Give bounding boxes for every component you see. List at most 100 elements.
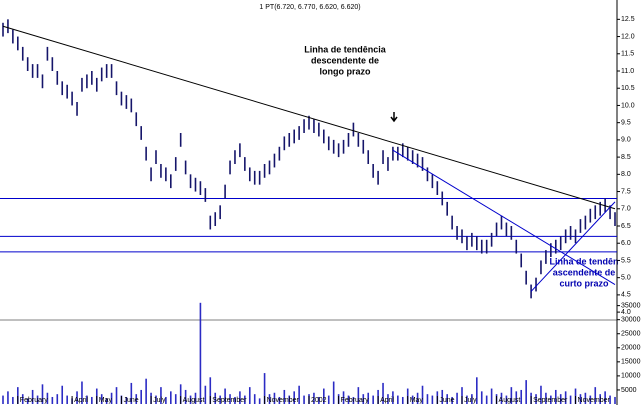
volume-tick-label: 5000 xyxy=(621,387,637,394)
volume-bar xyxy=(194,392,197,404)
volume-bar xyxy=(130,382,133,404)
volume-bar xyxy=(145,378,147,404)
volume-bar xyxy=(515,391,518,404)
volume-tick-label: 30000 xyxy=(621,317,641,324)
y-tick-label: 8.0 xyxy=(621,171,631,178)
volume-bar xyxy=(446,394,448,404)
x-tick-label: September xyxy=(533,397,568,404)
volume-bar xyxy=(293,391,295,404)
volume-bar xyxy=(500,392,503,404)
x-tick-label: June xyxy=(439,397,454,404)
volume-bar xyxy=(86,395,88,404)
volume-bar xyxy=(209,377,212,404)
volume-bar xyxy=(140,389,142,404)
volume-bar xyxy=(313,392,315,404)
volume-bar xyxy=(367,392,370,404)
volume-tick-label: 35000 xyxy=(621,302,641,309)
volume-bar xyxy=(263,373,266,404)
y-tick-label: 5.0 xyxy=(621,275,631,282)
volume-bar xyxy=(229,394,231,404)
volume-tick-label: 10000 xyxy=(621,373,641,380)
volume-bar xyxy=(17,387,19,404)
volume-bar xyxy=(135,394,138,404)
volume-bar xyxy=(283,389,286,404)
volume-bar xyxy=(7,391,9,404)
y-tick-label: 12.0 xyxy=(621,33,635,40)
volume-bar xyxy=(160,387,162,404)
y-tick-label: 10.0 xyxy=(621,102,635,109)
volume-tick-label: 25000 xyxy=(621,331,641,338)
volume-bar xyxy=(219,395,221,404)
y-tick-label: 9.5 xyxy=(621,120,631,127)
volume-bar xyxy=(604,391,606,404)
y-tick-label: 6.0 xyxy=(621,240,631,247)
volume-bar xyxy=(451,396,453,404)
volume-bar xyxy=(510,387,513,404)
volume-bar xyxy=(441,389,444,404)
volume-bar xyxy=(303,395,305,404)
volume-bar xyxy=(461,387,463,404)
annotation: longo prazo xyxy=(320,66,371,76)
volume-bar xyxy=(278,396,281,404)
volume-bar xyxy=(258,398,261,404)
volume-bar xyxy=(421,385,424,404)
y-tick-label: 6.5 xyxy=(621,223,631,230)
x-tick-label: 2002 xyxy=(311,397,327,404)
x-tick-label: July xyxy=(464,397,477,404)
volume-bar xyxy=(554,389,557,404)
volume-bar xyxy=(387,394,389,404)
x-tick-label: August xyxy=(499,397,521,404)
volume-bar xyxy=(545,392,547,404)
volume-bar xyxy=(505,395,508,404)
volume-bar xyxy=(288,395,291,404)
volume-bar xyxy=(550,395,552,404)
volume-bar xyxy=(599,394,601,404)
x-tick-label: June xyxy=(123,397,138,404)
volume-tick-label: 20000 xyxy=(621,345,641,352)
trend-line xyxy=(392,149,616,285)
volume-bar xyxy=(179,384,182,404)
volume-bar xyxy=(81,381,83,404)
volume-bar xyxy=(298,385,300,404)
volume-bar xyxy=(56,394,59,404)
x-tick-label: May xyxy=(99,397,113,404)
volume-tick-label: 15000 xyxy=(621,359,641,366)
y-tick-label: 5.5 xyxy=(621,257,631,264)
volume-bar xyxy=(357,387,360,404)
volume-bar xyxy=(165,396,167,404)
volume-bar xyxy=(268,394,271,404)
x-tick-label: August xyxy=(183,397,205,404)
volume-bar xyxy=(234,396,236,404)
volume-bar xyxy=(21,394,24,404)
y-tick-label: 10.5 xyxy=(621,85,635,92)
volume-bar xyxy=(397,395,399,404)
x-tick-label: February xyxy=(20,397,49,404)
volume-bar xyxy=(342,391,345,404)
volume-bar xyxy=(66,395,68,404)
volume-bar xyxy=(426,394,429,404)
volume-bar xyxy=(174,394,177,404)
volume-bar xyxy=(12,396,14,404)
x-tick-label: November xyxy=(267,397,300,404)
volume-bar xyxy=(2,395,4,404)
volume-bar xyxy=(392,391,394,404)
volume-bar xyxy=(204,385,207,404)
volume-bar xyxy=(480,391,483,404)
y-tick-label: 7.0 xyxy=(621,206,631,213)
volume-bar xyxy=(110,392,113,404)
x-tick-label: July xyxy=(153,397,166,404)
y-tick-label: 11.0 xyxy=(621,68,634,75)
chart-title: 1 PT(6.720, 6.770, 6.620, 6.620) xyxy=(259,4,360,11)
volume-bar xyxy=(105,398,108,404)
volume-bar xyxy=(401,396,404,404)
volume-bar xyxy=(199,302,202,404)
volume-bar xyxy=(189,395,192,404)
volume-bar xyxy=(61,385,64,404)
volume-bar xyxy=(352,396,355,404)
volume-bar xyxy=(51,396,54,404)
y-tick-label: 9.0 xyxy=(621,137,631,144)
y-tick-label: 11.5 xyxy=(621,51,634,58)
volume-bar xyxy=(540,385,542,404)
volume-bar xyxy=(559,394,562,404)
volume-bar xyxy=(609,395,611,404)
